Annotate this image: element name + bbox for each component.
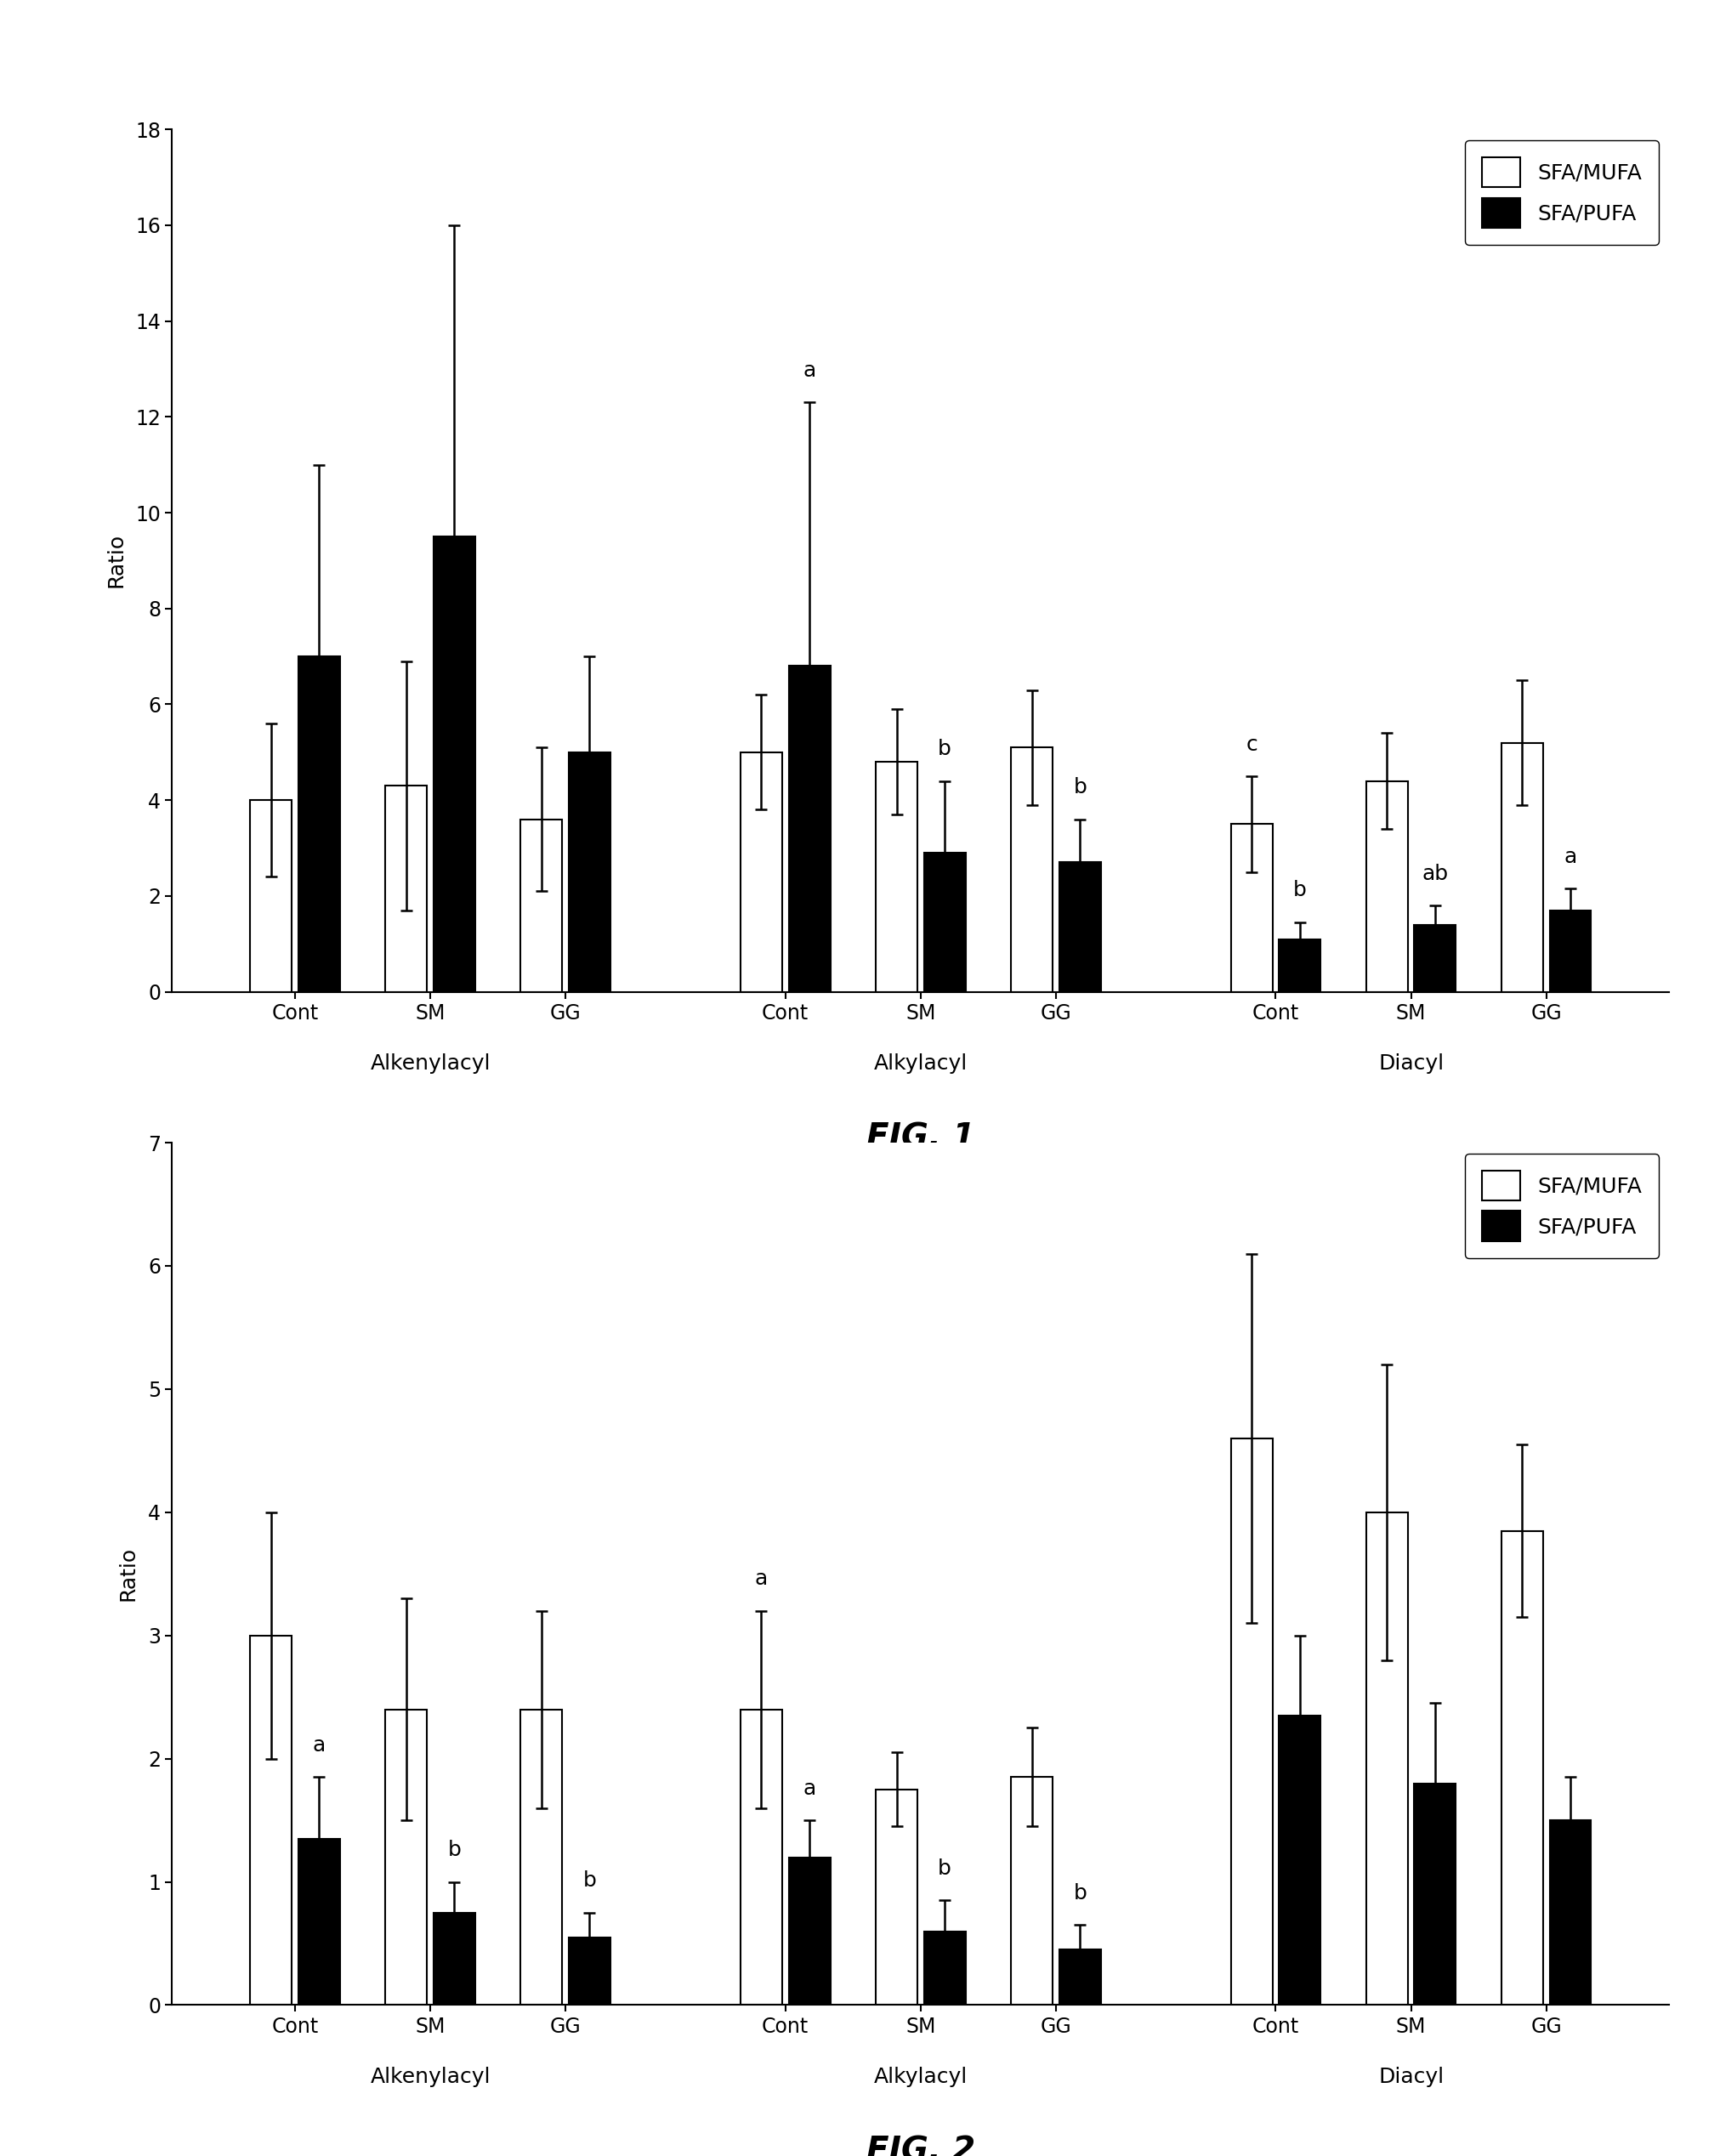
- Bar: [521, 1710, 562, 2005]
- Text: b: b: [937, 740, 951, 759]
- Text: b: b: [1073, 1882, 1087, 1904]
- Bar: [1011, 1777, 1053, 2005]
- Text: a: a: [803, 360, 815, 382]
- Bar: [1366, 780, 1407, 992]
- Bar: [1011, 748, 1053, 992]
- Bar: [1414, 1783, 1455, 2005]
- Bar: [569, 752, 611, 992]
- Bar: [924, 1932, 965, 2005]
- Legend: SFA/MUFA, SFA/PUFA: SFA/MUFA, SFA/PUFA: [1464, 1153, 1658, 1259]
- Text: FIG. 1: FIG. 1: [865, 1121, 975, 1153]
- Bar: [298, 655, 341, 992]
- Y-axis label: Ratio: Ratio: [119, 1546, 138, 1602]
- Bar: [1366, 1511, 1407, 2005]
- Bar: [433, 537, 475, 992]
- Text: a: a: [313, 1736, 325, 1755]
- Bar: [385, 785, 427, 992]
- Bar: [1058, 1949, 1101, 2005]
- Text: Alkenylacyl: Alkenylacyl: [370, 2065, 490, 2087]
- Bar: [1278, 1716, 1319, 2005]
- Text: b: b: [1073, 778, 1087, 798]
- Text: Diacyl: Diacyl: [1378, 2065, 1443, 2087]
- Bar: [740, 1710, 783, 2005]
- Bar: [1500, 1531, 1543, 2005]
- Bar: [788, 666, 829, 992]
- Bar: [521, 819, 562, 992]
- Bar: [924, 854, 965, 992]
- Text: b: b: [447, 1839, 461, 1861]
- Bar: [875, 1789, 917, 2005]
- Text: c: c: [1245, 735, 1257, 755]
- Bar: [249, 800, 292, 992]
- Bar: [1278, 940, 1319, 992]
- Bar: [298, 1839, 341, 2005]
- Bar: [788, 1856, 829, 2005]
- Bar: [1230, 1438, 1271, 2005]
- Bar: [385, 1710, 427, 2005]
- Bar: [1548, 1820, 1591, 2005]
- Bar: [740, 752, 783, 992]
- Bar: [1230, 824, 1271, 992]
- Bar: [1058, 862, 1101, 992]
- Text: Diacyl: Diacyl: [1378, 1052, 1443, 1074]
- Bar: [569, 1938, 611, 2005]
- Text: a: a: [803, 1779, 815, 1798]
- Text: b: b: [1292, 880, 1305, 901]
- Text: b: b: [583, 1871, 597, 1891]
- Bar: [875, 761, 917, 992]
- Text: a: a: [1563, 847, 1576, 867]
- Text: ab: ab: [1421, 865, 1448, 884]
- Bar: [1548, 910, 1591, 992]
- Bar: [1500, 742, 1543, 992]
- Bar: [249, 1636, 292, 2005]
- Bar: [1414, 925, 1455, 992]
- Text: Alkylacyl: Alkylacyl: [874, 1052, 967, 1074]
- Y-axis label: Ratio: Ratio: [105, 533, 126, 589]
- Text: Alkylacyl: Alkylacyl: [874, 2065, 967, 2087]
- Legend: SFA/MUFA, SFA/PUFA: SFA/MUFA, SFA/PUFA: [1464, 140, 1658, 246]
- Text: b: b: [937, 1858, 951, 1878]
- Text: Alkenylacyl: Alkenylacyl: [370, 1052, 490, 1074]
- Text: FIG. 2: FIG. 2: [865, 2134, 975, 2156]
- Text: a: a: [755, 1570, 767, 1589]
- Bar: [433, 1912, 475, 2005]
